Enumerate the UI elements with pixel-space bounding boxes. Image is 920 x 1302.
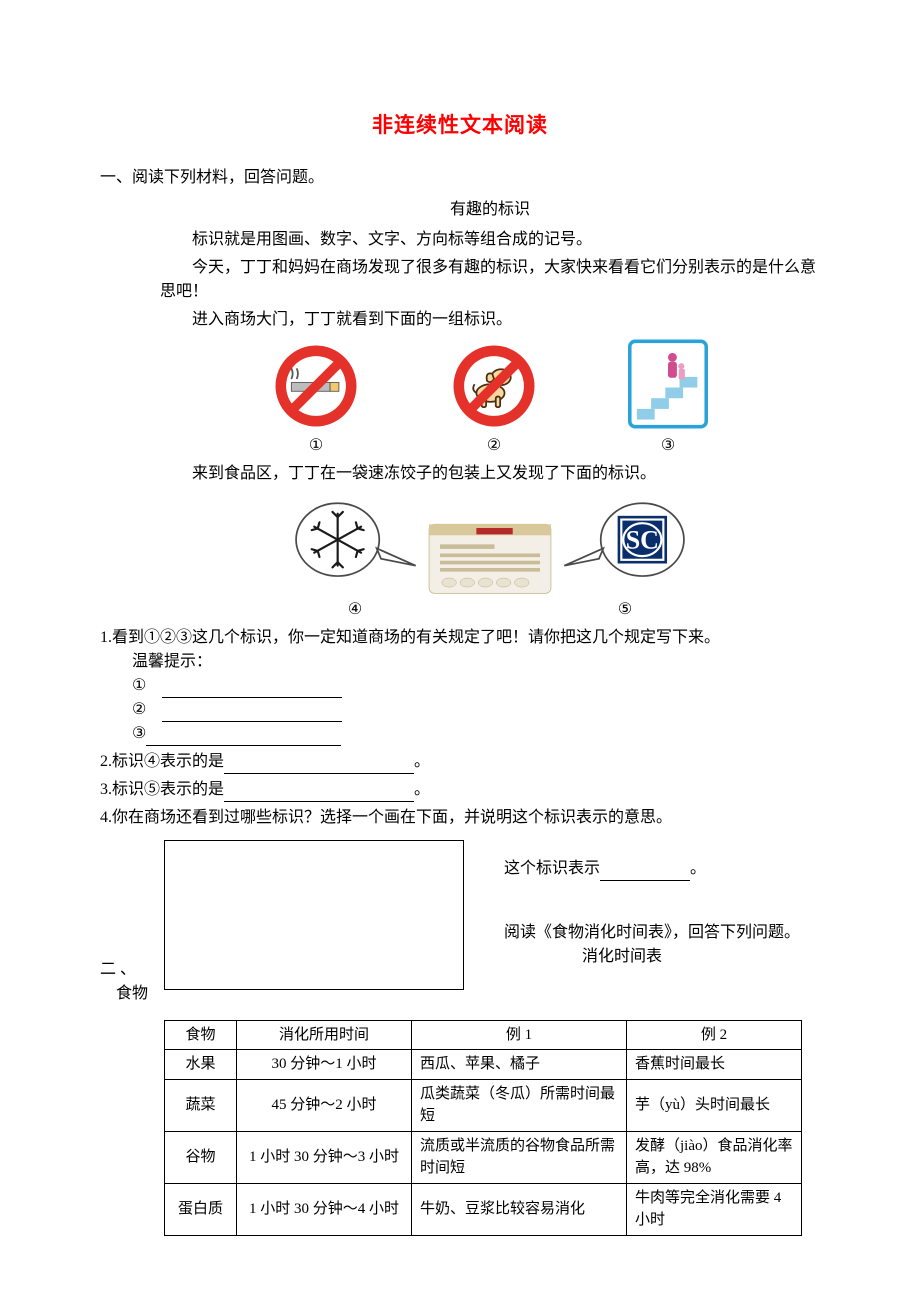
svg-text:SC: SC xyxy=(626,525,659,554)
section-1-heading: 一、阅读下列材料，回答问题。 xyxy=(100,166,820,190)
blank-input[interactable] xyxy=(224,786,414,802)
sign-5: SC ⑤ xyxy=(560,494,690,622)
table-header: 食物 xyxy=(165,1020,237,1050)
blank-input[interactable] xyxy=(600,865,690,881)
table-cell: 瓜类蔬菜（冬瓜）所需时间最短 xyxy=(412,1079,627,1131)
table-cell: 蛋白质 xyxy=(165,1183,237,1235)
table-cell: 1 小时 30 分钟～3 小时 xyxy=(237,1131,412,1183)
q1-item-3: ③ xyxy=(100,722,820,746)
story-p3: 进入商场大门，丁丁就看到下面的一组标识。 xyxy=(160,308,820,332)
q1-hint: 温馨提示： xyxy=(100,650,820,674)
sign-5-label: ⑤ xyxy=(618,598,632,622)
table-header: 消化所用时间 xyxy=(237,1020,412,1050)
q1-item-2-label: ② xyxy=(132,701,146,718)
blank-input[interactable] xyxy=(162,706,342,722)
table-cell: 1 小时 30 分钟～4 小时 xyxy=(237,1183,412,1235)
table-cell: 牛奶、豆浆比较容易消化 xyxy=(412,1183,627,1235)
table-cell: 蔬菜 xyxy=(165,1079,237,1131)
table-header: 例 1 xyxy=(412,1020,627,1050)
table-cell: 45 分钟～2 小时 xyxy=(237,1079,412,1131)
q1-item-1: ① xyxy=(100,674,820,698)
question-2: 2.标识④表示的是 。 xyxy=(100,750,820,774)
escalator-icon xyxy=(628,338,708,430)
story-p1: 标识就是用图画、数字、文字、方向标等组合成的记号。 xyxy=(160,228,820,252)
dumpling-package-icon xyxy=(420,508,560,608)
q2-period: 。 xyxy=(414,753,430,770)
q1-text: 1.看到①②③这几个标识，你一定知道商场的有关规定了吧！请你把这几个规定写下来。 xyxy=(100,626,820,650)
product-row: ④ xyxy=(160,494,820,622)
drawing-box[interactable] xyxy=(164,840,464,990)
page-title: 非连续性文本阅读 xyxy=(100,110,820,142)
table-cell: 流质或半流质的谷物食品所需时间短 xyxy=(412,1131,627,1183)
no-smoking-icon xyxy=(272,342,360,430)
table-cell: 30 分钟～1 小时 xyxy=(237,1050,412,1080)
question-3: 3.标识⑤表示的是 。 xyxy=(100,778,820,802)
q3-period: 。 xyxy=(414,781,430,798)
table-cell: 芋（yù）头时间最长 xyxy=(627,1079,802,1131)
question-1: 1.看到①②③这几个标识，你一定知道商场的有关规定了吧！请你把这几个规定写下来。… xyxy=(100,626,820,746)
story-subtitle: 有趣的标识 xyxy=(160,198,820,222)
table-cell: 水果 xyxy=(165,1050,237,1080)
section-1-body: 有趣的标识 标识就是用图画、数字、文字、方向标等组合成的记号。 今天，丁丁和妈妈… xyxy=(100,198,820,622)
table-header-row: 食物 消化所用时间 例 1 例 2 xyxy=(165,1020,802,1050)
table-row: 蛋白质 1 小时 30 分钟～4 小时 牛奶、豆浆比较容易消化 牛肉等完全消化需… xyxy=(165,1183,802,1235)
sign-3: ③ xyxy=(628,338,708,458)
table-row: 谷物 1 小时 30 分钟～3 小时 流质或半流质的谷物食品所需时间短 发酵（j… xyxy=(165,1131,802,1183)
table-cell: 牛肉等完全消化需要 4 小时 xyxy=(627,1183,802,1235)
food-digestion-table: 食物 消化所用时间 例 1 例 2 水果 30 分钟～1 小时 西瓜、苹果、橘子… xyxy=(164,1020,802,1236)
sign-4-label: ④ xyxy=(348,598,362,622)
section-2-heading-b: 消化时间表 xyxy=(504,945,820,969)
signs-row-1: ① ② xyxy=(160,338,820,458)
table-header: 例 2 xyxy=(627,1020,802,1050)
q4-meaning-row: 这个标识表示 。 xyxy=(504,857,820,881)
question-4: 4.你在商场还看到过哪些标识？选择一个画在下面，并说明这个标识表示的意思。 xyxy=(100,806,820,830)
sign-1: ① xyxy=(272,342,360,458)
q1-item-2: ② xyxy=(100,698,820,722)
sign-2: ② xyxy=(450,342,538,458)
table-cell: 香蕉时间最长 xyxy=(627,1050,802,1080)
q4-meaning-label: 这个标识表示 xyxy=(504,860,600,877)
q3-text: 3.标识⑤表示的是 xyxy=(100,781,224,798)
sign-1-label: ① xyxy=(309,434,323,458)
q1-item-1-label: ① xyxy=(132,677,146,694)
story-p2: 今天，丁丁和妈妈在商场发现了很多有趣的标识，大家快来看看它们分别表示的是什么意思… xyxy=(160,256,820,304)
blank-input[interactable] xyxy=(224,758,414,774)
no-pets-icon xyxy=(450,342,538,430)
sign-2-label: ② xyxy=(487,434,501,458)
table-cell: 谷物 xyxy=(165,1131,237,1183)
q2-text: 2.标识④表示的是 xyxy=(100,753,224,770)
sign-3-label: ③ xyxy=(661,434,675,458)
q4-period: 。 xyxy=(690,860,706,877)
q1-item-3-label: ③ xyxy=(132,725,146,742)
sc-mark-icon: SC xyxy=(560,494,690,594)
section-2-word: 食物 xyxy=(100,982,160,1006)
blank-input[interactable] xyxy=(146,730,341,746)
question-4-draw: 这个标识表示 。 阅读《食物消化时间表》，回答下列问题。 消化时间表 xyxy=(100,840,820,990)
table-row: 蔬菜 45 分钟～2 小时 瓜类蔬菜（冬瓜）所需时间最短 芋（yù）头时间最长 xyxy=(165,1079,802,1131)
story-p4: 来到食品区，丁丁在一袋速冻饺子的包装上又发现了下面的标识。 xyxy=(160,462,820,486)
table-row: 水果 30 分钟～1 小时 西瓜、苹果、橘子 香蕉时间最长 xyxy=(165,1050,802,1080)
blank-input[interactable] xyxy=(162,682,342,698)
sign-4: ④ xyxy=(290,494,420,622)
table-cell: 西瓜、苹果、橘子 xyxy=(412,1050,627,1080)
section-2-heading-a: 阅读《食物消化时间表》，回答下列问题。 xyxy=(504,921,820,945)
snowflake-icon xyxy=(290,494,420,594)
table-cell: 发酵（jiào）食品消化率高，达 98% xyxy=(627,1131,802,1183)
section-2-num: 二 、 xyxy=(100,958,160,982)
